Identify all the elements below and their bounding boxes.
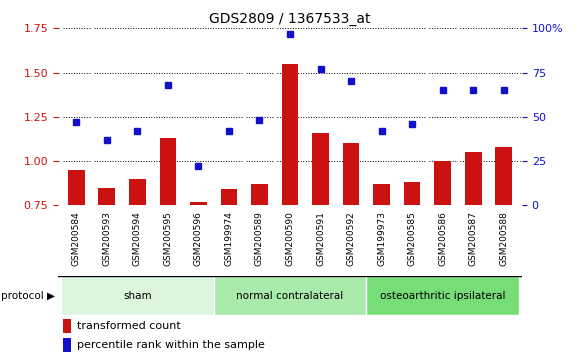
Bar <box>495 147 512 205</box>
Text: GSM200592: GSM200592 <box>347 211 356 266</box>
Text: GSM200596: GSM200596 <box>194 211 203 266</box>
Bar <box>99 188 115 205</box>
Text: transformed count: transformed count <box>78 321 181 331</box>
Text: GSM200589: GSM200589 <box>255 211 264 266</box>
Bar <box>68 170 85 205</box>
Bar <box>160 138 176 205</box>
Bar <box>343 143 360 205</box>
Text: protocol ▶: protocol ▶ <box>1 291 55 301</box>
Bar <box>282 64 298 205</box>
Bar <box>373 184 390 205</box>
Text: GSM200586: GSM200586 <box>438 211 447 266</box>
Text: GSM200590: GSM200590 <box>285 211 295 266</box>
Bar <box>465 152 481 205</box>
Bar <box>312 133 329 205</box>
Text: GSM199974: GSM199974 <box>224 211 233 266</box>
Text: GSM200585: GSM200585 <box>408 211 416 266</box>
Bar <box>63 319 71 333</box>
Bar <box>61 276 213 315</box>
Text: normal contralateral: normal contralateral <box>237 291 343 301</box>
Text: GSM200594: GSM200594 <box>133 211 142 266</box>
Text: GSM200593: GSM200593 <box>102 211 111 266</box>
Text: GSM200588: GSM200588 <box>499 211 508 266</box>
Text: GSM200584: GSM200584 <box>72 211 81 266</box>
Text: GSM200595: GSM200595 <box>164 211 172 266</box>
Bar <box>404 182 420 205</box>
Text: GSM200591: GSM200591 <box>316 211 325 266</box>
Bar <box>63 338 71 352</box>
Bar <box>129 179 146 205</box>
Bar <box>213 276 367 315</box>
Bar <box>251 184 268 205</box>
Text: GSM199973: GSM199973 <box>377 211 386 266</box>
Text: sham: sham <box>123 291 152 301</box>
Title: GDS2809 / 1367533_at: GDS2809 / 1367533_at <box>209 12 371 26</box>
Bar <box>220 189 237 205</box>
Bar <box>367 276 519 315</box>
Bar <box>190 202 207 205</box>
Text: GSM200587: GSM200587 <box>469 211 478 266</box>
Text: osteoarthritic ipsilateral: osteoarthritic ipsilateral <box>380 291 505 301</box>
Text: percentile rank within the sample: percentile rank within the sample <box>78 341 266 350</box>
Bar <box>434 161 451 205</box>
